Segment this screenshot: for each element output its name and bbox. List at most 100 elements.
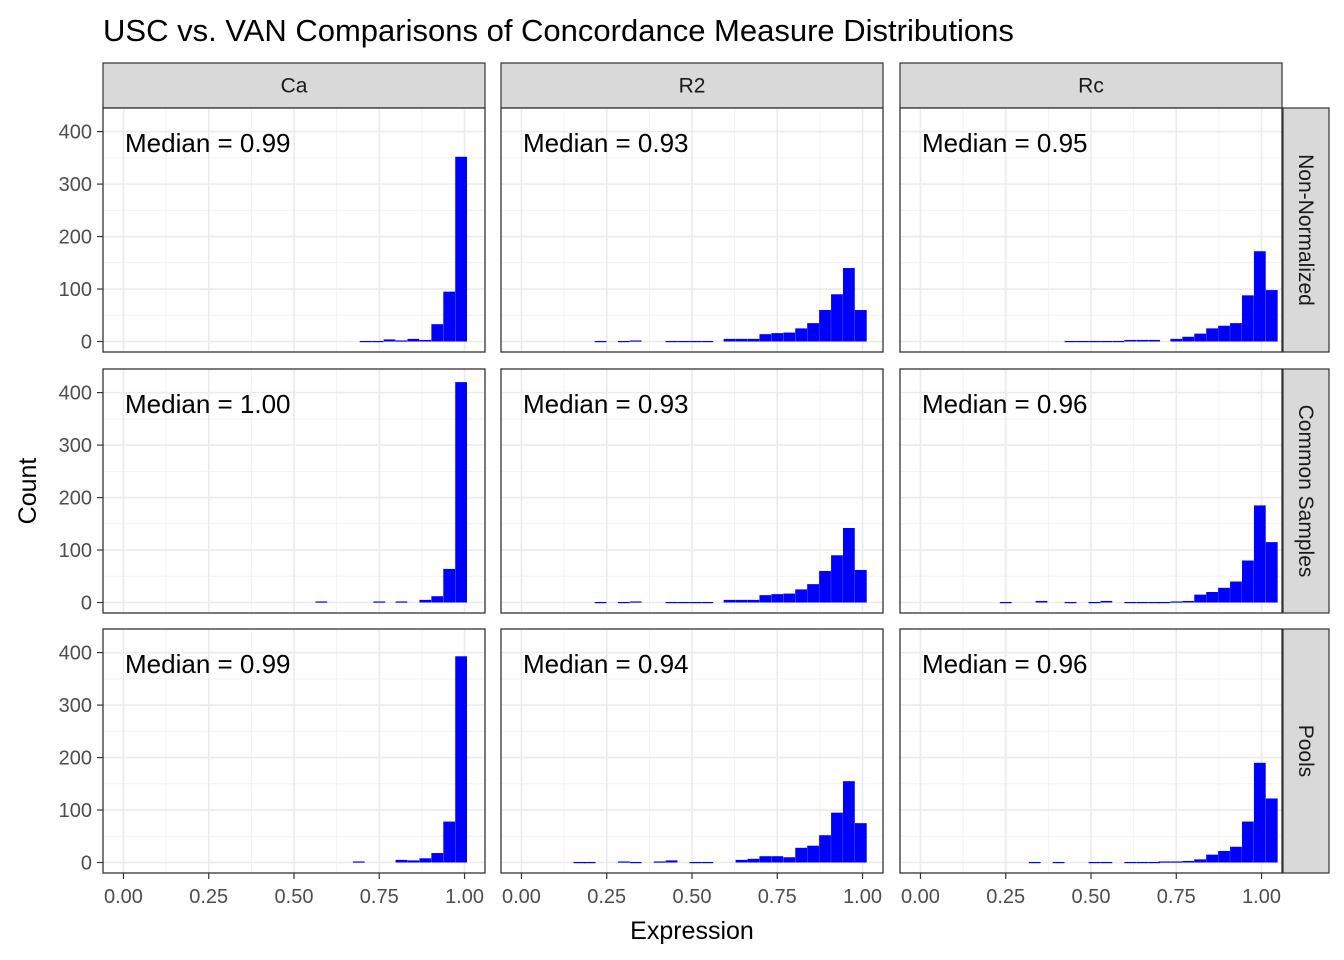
median-label: Median = 0.99 bbox=[125, 128, 291, 158]
histogram-bar bbox=[594, 340, 607, 343]
column-strip-label: R2 bbox=[679, 75, 706, 98]
histogram-bar bbox=[443, 291, 456, 342]
histogram-bar bbox=[443, 568, 456, 603]
histogram-bar bbox=[1206, 592, 1218, 603]
column-strip-label: Rc bbox=[1078, 75, 1104, 98]
histogram-bar bbox=[665, 860, 678, 863]
histogram-bar bbox=[1136, 601, 1149, 604]
median-label: Median = 0.93 bbox=[523, 389, 689, 419]
histogram-bar bbox=[1182, 600, 1195, 603]
histogram-bar bbox=[371, 340, 384, 343]
histogram-bar bbox=[373, 601, 386, 603]
histogram-bar bbox=[583, 861, 596, 864]
histogram-bar bbox=[1112, 340, 1125, 343]
histogram-bar bbox=[1265, 290, 1278, 342]
histogram-bar bbox=[653, 861, 666, 863]
x-tick-label: 1.00 bbox=[1242, 886, 1281, 908]
histogram-bar bbox=[723, 599, 736, 603]
histogram-bar bbox=[747, 599, 760, 603]
histogram-bar bbox=[1124, 601, 1137, 604]
histogram-bar bbox=[1170, 601, 1183, 603]
histogram-bar bbox=[795, 847, 808, 863]
x-tick-label: 0.75 bbox=[758, 886, 797, 908]
histogram-bar bbox=[1230, 581, 1242, 603]
median-label: Median = 0.94 bbox=[523, 649, 689, 679]
y-tick-label: 300 bbox=[59, 435, 92, 457]
histogram-bar bbox=[594, 601, 607, 604]
histogram-bar bbox=[759, 334, 772, 342]
histogram-bar bbox=[431, 324, 444, 342]
median-label: Median = 0.93 bbox=[523, 128, 689, 158]
histogram-bar bbox=[999, 601, 1012, 604]
x-tick-label: 0.25 bbox=[986, 886, 1025, 908]
histogram-bar bbox=[431, 853, 444, 863]
x-tick-label: 0.50 bbox=[673, 886, 712, 908]
histogram-bar bbox=[1265, 798, 1278, 863]
histogram-bar bbox=[701, 601, 714, 604]
histogram-bar bbox=[455, 656, 468, 863]
histogram-bar bbox=[689, 340, 702, 343]
histogram-bar bbox=[1218, 587, 1230, 603]
x-tick-label: 0.00 bbox=[104, 886, 143, 908]
histogram-bar bbox=[395, 859, 408, 863]
histogram-bar bbox=[315, 601, 328, 603]
histogram-bar bbox=[1076, 340, 1089, 343]
histogram-bar bbox=[1206, 328, 1218, 342]
histogram-bar bbox=[383, 339, 396, 342]
histogram-bar bbox=[783, 857, 796, 863]
histogram-bar bbox=[854, 310, 867, 342]
histogram-bar bbox=[431, 596, 444, 603]
histogram-bar bbox=[831, 555, 843, 603]
histogram-bar bbox=[843, 781, 855, 863]
x-tick-label: 0.75 bbox=[360, 886, 399, 908]
histogram-bar bbox=[665, 340, 678, 343]
histogram-bar bbox=[1148, 601, 1160, 604]
histogram-bar bbox=[1182, 336, 1195, 342]
histogram-bar bbox=[1265, 542, 1278, 603]
x-tick-label: 0.50 bbox=[275, 886, 314, 908]
y-tick-label: 200 bbox=[59, 227, 92, 249]
histogram-bar bbox=[701, 861, 714, 864]
histogram-bar bbox=[1242, 560, 1254, 603]
y-tick-label: 200 bbox=[59, 488, 92, 510]
histogram-bar bbox=[843, 527, 855, 603]
panel-pools-ca: Median = 0.99 bbox=[102, 628, 486, 874]
y-tick-label: 400 bbox=[59, 122, 92, 144]
histogram-bar bbox=[1182, 860, 1195, 863]
histogram-bar bbox=[1100, 861, 1113, 864]
histogram-bar bbox=[629, 340, 642, 342]
histogram-bar bbox=[677, 340, 690, 343]
histogram-bar bbox=[795, 589, 808, 603]
panel-border bbox=[500, 368, 884, 614]
histogram-bar bbox=[735, 599, 748, 603]
histogram-bar bbox=[419, 599, 432, 603]
column-strip-label: Ca bbox=[281, 75, 308, 98]
histogram-bar bbox=[573, 861, 586, 864]
histogram-bar bbox=[735, 859, 748, 863]
x-tick-label: 0.00 bbox=[502, 886, 541, 908]
histogram-bar bbox=[1136, 339, 1149, 342]
histogram-bar bbox=[1253, 251, 1266, 342]
histogram-bar bbox=[1253, 505, 1266, 603]
median-label: Median = 0.99 bbox=[125, 649, 291, 679]
histogram-bar bbox=[455, 382, 468, 603]
x-tick-label: 0.75 bbox=[1157, 886, 1196, 908]
histogram-bar bbox=[1170, 861, 1183, 863]
histogram-bar bbox=[1253, 762, 1266, 863]
x-tick-label: 0.25 bbox=[587, 886, 626, 908]
histogram-bar bbox=[1206, 854, 1218, 863]
histogram-bar bbox=[807, 845, 819, 863]
histogram-bar bbox=[723, 338, 736, 342]
y-tick-label: 300 bbox=[59, 174, 92, 196]
row-strip-label: Pools bbox=[1294, 725, 1317, 778]
histogram-bar bbox=[1088, 601, 1101, 604]
panel-border bbox=[899, 107, 1283, 353]
column-strip-ca bbox=[102, 62, 486, 109]
histogram-bar bbox=[854, 569, 867, 603]
histogram-bar bbox=[759, 856, 772, 863]
histogram-bar bbox=[1088, 861, 1101, 864]
histogram-bar bbox=[1088, 340, 1101, 343]
histogram-bar bbox=[407, 338, 420, 342]
y-tick-label: 100 bbox=[59, 279, 92, 301]
histogram-bar bbox=[1035, 600, 1048, 603]
